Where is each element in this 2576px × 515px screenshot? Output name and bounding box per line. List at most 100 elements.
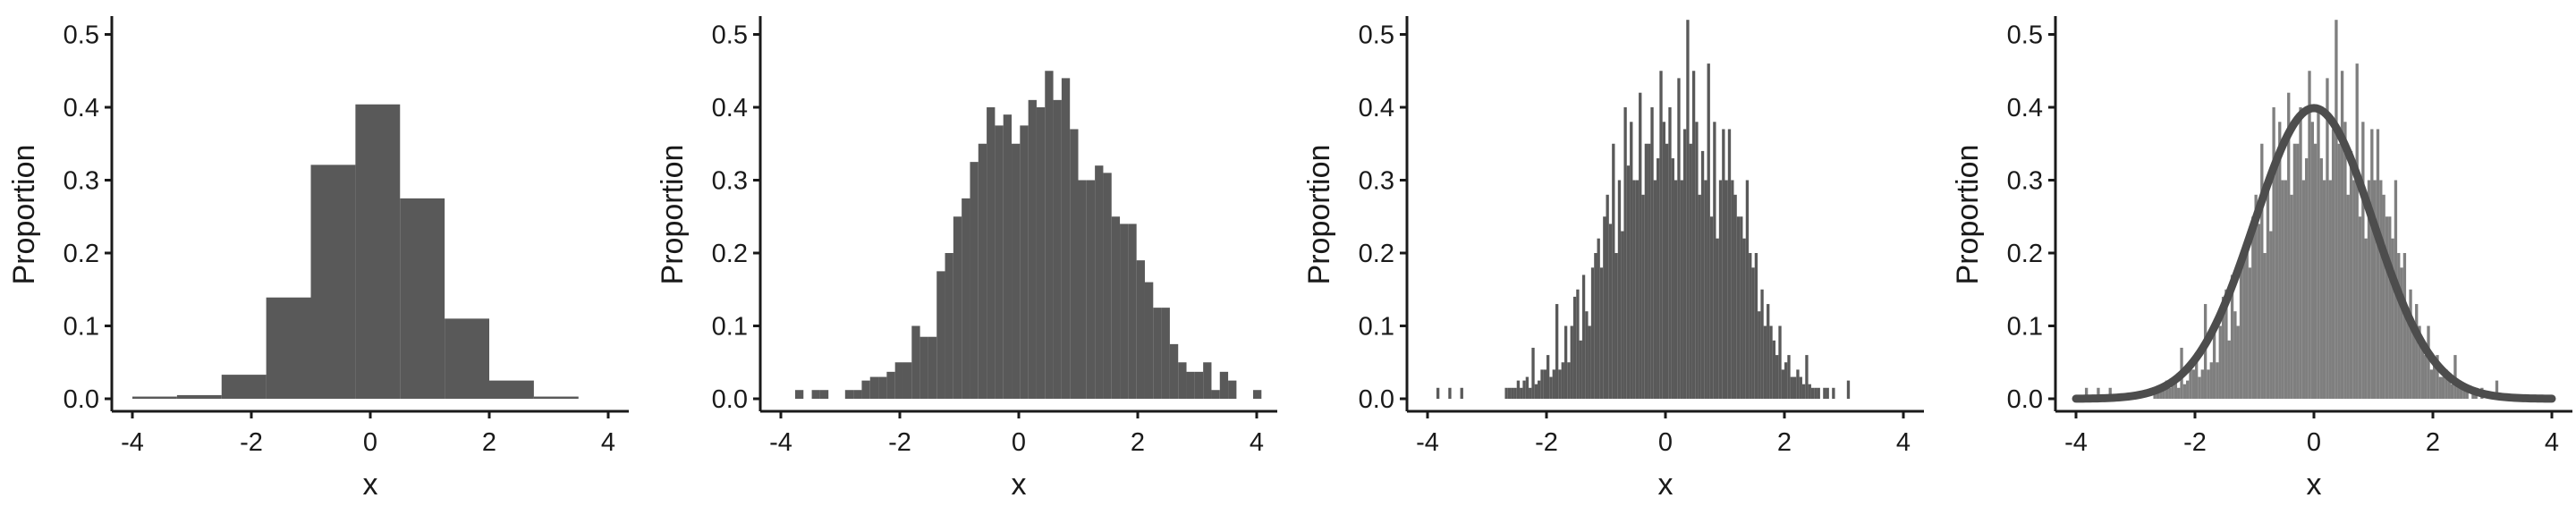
histogram-bar (1597, 238, 1600, 399)
histogram-bar (1546, 355, 1550, 399)
histogram-bar (2182, 384, 2187, 399)
x-tick-label: 2 (1131, 428, 1145, 457)
histogram-bar (2195, 355, 2199, 399)
histogram-bar (2447, 376, 2451, 399)
histogram-bar (1653, 180, 1657, 399)
histogram-bar (2349, 150, 2353, 399)
histogram-bar (962, 198, 970, 399)
histogram-bar (2227, 340, 2231, 399)
histogram-bar (1599, 267, 1604, 399)
histogram-bar (1570, 325, 1573, 399)
histogram-bars (794, 71, 1262, 400)
y-tick-label: 0.4 (2007, 94, 2043, 122)
histogram-bar (2200, 369, 2204, 399)
histogram-bar (221, 375, 267, 399)
histogram-bar (1775, 355, 1779, 399)
x-tick-label: -4 (769, 428, 792, 457)
histogram-bar (1641, 194, 1645, 399)
y-tick-label: 0.5 (64, 21, 99, 50)
histogram-bar (995, 125, 1004, 399)
x-axis-title: x (363, 468, 378, 502)
histogram-bar (2191, 369, 2195, 399)
histogram-bar (2287, 92, 2291, 399)
histogram-bar (1691, 71, 1696, 399)
histogram-bar (1585, 311, 1589, 399)
histogram-bar (2355, 63, 2359, 399)
histogram-bar (1792, 376, 1797, 399)
x-tick-label: 4 (2545, 428, 2559, 457)
x-tick-label: -4 (1416, 428, 1439, 457)
histogram-bar (1253, 390, 1262, 399)
histogram-bars (132, 104, 579, 400)
histogram-bar (1211, 390, 1220, 399)
histogram-bar (1781, 369, 1784, 399)
histogram-bar (2308, 71, 2311, 399)
histogram-bar (2402, 253, 2407, 399)
x-tick-label: 4 (1250, 428, 1264, 457)
histogram-bar (2459, 387, 2463, 399)
histogram-bar (2281, 180, 2284, 399)
y-tick-label: 0.5 (2007, 21, 2043, 50)
histogram-bar (2301, 180, 2306, 399)
histogram-bar (2230, 274, 2234, 399)
y-tick-label: 0.0 (712, 385, 748, 414)
histogram-bar (1659, 71, 1663, 399)
histogram-bar (1648, 143, 1651, 399)
histogram-bar (1178, 362, 1187, 399)
histogram-bar (1558, 369, 1562, 399)
histogram-bar (1621, 231, 1624, 399)
histogram-bar (2245, 238, 2249, 399)
histogram-bar (2326, 78, 2329, 400)
y-tick-label: 0.2 (2007, 240, 2043, 268)
histogram-bar (1808, 384, 1811, 399)
histogram-bar (2343, 122, 2347, 400)
histogram-bar (2388, 216, 2392, 399)
x-tick-label: 0 (2307, 428, 2321, 457)
histogram-bar (1799, 376, 1802, 399)
histogram-bar (2436, 355, 2439, 399)
histogram-bar (1552, 369, 1555, 399)
histogram-bar (1579, 340, 1582, 399)
histogram-bar (1810, 387, 1815, 399)
histogram-bar (1635, 180, 1640, 399)
y-tick-label: 0.3 (2007, 167, 2043, 196)
histogram-bar (1704, 180, 1707, 399)
histogram-bar (1650, 107, 1654, 399)
histogram-bar (1567, 362, 1571, 399)
histogram-bar (1727, 129, 1732, 399)
histogram-bar (919, 336, 928, 399)
histogram-bar (2168, 387, 2172, 399)
histogram-bar (1128, 224, 1137, 399)
histogram-bar (2361, 122, 2365, 400)
histogram-bar (2441, 376, 2445, 399)
histogram-bar (1460, 387, 1463, 399)
histogram-bar (1724, 180, 1728, 399)
y-tick-label: 0.3 (64, 167, 99, 196)
histogram-bar (132, 396, 177, 399)
histogram-bar (2159, 387, 2163, 399)
histogram-bar (2212, 325, 2216, 399)
x-axis-title: x (2307, 468, 2322, 502)
histogram-bar (1817, 387, 1820, 399)
density-curve (2072, 104, 2556, 403)
histogram-bar (1639, 92, 1642, 399)
y-tick-label: 0.1 (712, 313, 748, 342)
histogram-bar (1742, 238, 1746, 399)
histogram-bar (1520, 387, 1523, 399)
histogram-bar (1529, 387, 1532, 399)
histogram-bar (2317, 107, 2320, 399)
histogram-bar (2427, 325, 2430, 399)
histogram-bar (2299, 107, 2302, 399)
histogram-bar (1504, 387, 1508, 399)
y-tick-label: 0.0 (64, 385, 99, 414)
histogram-bar (1796, 369, 1800, 399)
histogram-bar (987, 107, 996, 399)
histogram-bar (1507, 387, 1512, 399)
histogram-bar (1144, 282, 1154, 399)
histogram-bar (2433, 362, 2436, 399)
histogram-bar (2174, 376, 2178, 399)
histogram-bar (2284, 180, 2288, 399)
histogram-bar (1513, 387, 1517, 399)
histogram-bar (2495, 380, 2499, 399)
histogram-bar (1588, 325, 1591, 399)
